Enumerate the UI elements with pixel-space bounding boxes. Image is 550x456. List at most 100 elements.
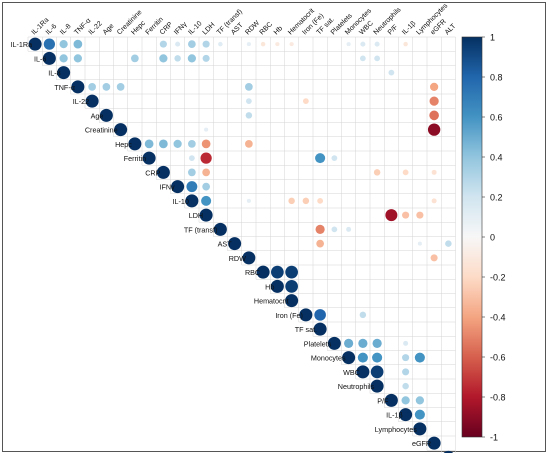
col-label-rbc: RBC — [259, 21, 274, 36]
corr-cell-platelets-wbc — [358, 338, 368, 348]
row-label-platelets: Platelets — [304, 339, 332, 348]
corr-cell-platelets-monocytes — [344, 338, 354, 348]
corr-cell-il-6-wbc — [359, 55, 366, 62]
colorbar-tick-label: -0.2 — [490, 273, 506, 283]
corr-cell-tnf-α-rdw — [245, 83, 253, 91]
diag-cell-hepc — [128, 137, 142, 151]
corr-cell-monocytes-lymphocytes — [414, 352, 425, 363]
row-label-monocytes: Monocytes — [311, 354, 346, 363]
corr-cell-tf-transf-tf-sat — [315, 224, 325, 234]
corr-cell-il-1ra-hb — [275, 42, 280, 47]
colorbar-tick-label: -0.6 — [490, 353, 506, 363]
diag-cell-crp — [156, 165, 170, 179]
diag-cell-il-6 — [42, 51, 56, 65]
row-label-il-22: IL-22 — [73, 97, 89, 106]
row-label-hematocrit: Hematocrit — [254, 297, 289, 306]
row-label-wbc: WBC — [343, 368, 360, 377]
corr-cell-tf-transf-platelets — [331, 226, 338, 233]
corr-cell-il-6-il-8 — [59, 54, 68, 63]
corr-cell-ast-alt — [445, 240, 452, 247]
corr-cell-hepc-rdw — [245, 140, 253, 148]
row-label-ldh: LDH — [189, 211, 203, 220]
colorbar-tick-label: 0.4 — [490, 153, 503, 163]
col-label-age: Age — [102, 23, 116, 37]
row-label-ast: AST — [218, 240, 233, 249]
corr-cell-rbc-hb — [271, 265, 284, 279]
corr-cell-crp-neutrophils — [373, 169, 381, 176]
corr-cell-creatinine-ldh — [204, 127, 209, 132]
corr-cell-il-1ra-ldh — [202, 40, 210, 48]
corr-cell-hepc-ifnγ — [173, 139, 182, 148]
corr-cell-ferritin-platelets — [331, 155, 338, 162]
corr-cell-il-1ra-monocytes — [346, 42, 351, 47]
colorbar-tick-label: -1 — [490, 433, 498, 443]
col-label-ifnγ: IFNγ — [173, 21, 189, 37]
corr-cell-tnf-α-egfr — [430, 82, 439, 91]
diag-cell-tf-transf — [213, 222, 227, 236]
colorbar-tick-label: 0.2 — [490, 193, 503, 203]
corr-cell-il-10-iron-fe — [302, 197, 310, 205]
corr-cell-il-1ra-il-1β — [403, 41, 408, 47]
corr-cell-il-1β-lymphocytes — [414, 409, 425, 420]
row-label-tf-transf: TF (transf) — [184, 225, 218, 234]
corr-cell-monocytes-il-1β — [402, 354, 410, 362]
diag-cell-tf-sat — [313, 322, 327, 336]
diag-cell-il-22 — [85, 94, 99, 108]
corr-cell-wbc-neutrophils — [370, 365, 384, 379]
col-label-il-10: IL-10 — [187, 20, 203, 36]
corr-cell-il-6-ldh — [202, 54, 210, 62]
corr-cell-hb-hematocrit — [285, 280, 298, 293]
diag-cell-rdw — [242, 251, 256, 265]
corr-cell-il-22-egfr — [429, 96, 439, 106]
corr-cell-il-1ra-hematocrit — [289, 42, 294, 47]
corr-cell-ast-tf-sat — [316, 239, 324, 248]
row-label-ifnγ: IFNγ — [159, 183, 175, 192]
row-label-neutrophils: Neutrophils — [338, 382, 375, 391]
corr-cell-monocytes-wbc — [357, 352, 368, 363]
corr-cell-tf-transf-monocytes — [346, 226, 352, 232]
corr-cell-il-10-hematocrit — [288, 197, 295, 205]
diag-cell-ferritin — [142, 151, 156, 165]
corr-cell-iron-fe-wbc — [359, 311, 367, 319]
corr-cell-ldh-lymphocytes — [416, 211, 424, 219]
corr-cell-ferritin-tf-sat — [315, 153, 326, 164]
diag-cell-p-f — [384, 393, 398, 407]
corr-cell-crp-egfr — [431, 169, 437, 175]
colorbar-tick-label: 0 — [490, 233, 495, 243]
corr-cell-wbc-il-1β — [402, 368, 410, 376]
corr-cell-il-1ra-il-6 — [43, 38, 56, 50]
diag-cell-il-1β — [399, 408, 413, 422]
corr-cell-ast-lymphocytes — [417, 241, 422, 246]
corr-cell-ifnγ-il-10 — [186, 181, 198, 193]
corr-cell-age-egfr — [429, 110, 439, 121]
diag-cell-il-10 — [185, 194, 199, 208]
col-label-rdw: RDW — [244, 19, 261, 36]
row-label-egfr: eGFR — [412, 439, 431, 448]
corr-cell-ferritin-il-10 — [188, 155, 195, 162]
row-label-p-f: P/F — [377, 396, 389, 405]
corr-cell-crp-ldh — [202, 168, 210, 177]
row-label-hepc: Hepc — [115, 140, 132, 149]
corr-cell-iron-fe-tf-sat — [314, 309, 326, 321]
corr-cell-il-6-neutrophils — [374, 55, 381, 62]
corr-cell-hepc-il-10 — [188, 140, 196, 148]
row-label-il-6: IL-6 — [34, 54, 46, 63]
corr-cell-il-1ra-tf-transf — [218, 41, 223, 47]
correlation-circles — [28, 37, 454, 453]
diag-cell-neutrophils — [370, 379, 384, 393]
corr-cell-crp-il-1β — [402, 169, 409, 176]
col-label-p-f: P/F — [387, 24, 400, 37]
row-label-il-8: IL-8 — [48, 69, 60, 78]
colorbar: 1 0.8 0.6 0.4 0.2 0 -0.2 -0.4 -0.6 -0.8 -1 — [461, 33, 506, 443]
corr-cell-il-6-crp — [159, 54, 168, 63]
corr-cell-tnf-α-creatinine — [116, 83, 125, 91]
diag-cell-lymphocytes — [413, 422, 427, 436]
colorbar-tick-label: 0.8 — [490, 73, 503, 83]
row-label-il-10: IL-10 — [172, 197, 188, 206]
corr-cell-p-f-il-1β — [401, 396, 410, 405]
corr-cell-platelets-il-1β — [403, 340, 409, 346]
corr-cell-ldh-p-f — [385, 209, 398, 222]
corr-cell-il-1ra-ifnγ — [175, 41, 181, 47]
corr-cell-il-8-p-f — [388, 69, 395, 76]
row-label-age: Age — [91, 111, 104, 120]
